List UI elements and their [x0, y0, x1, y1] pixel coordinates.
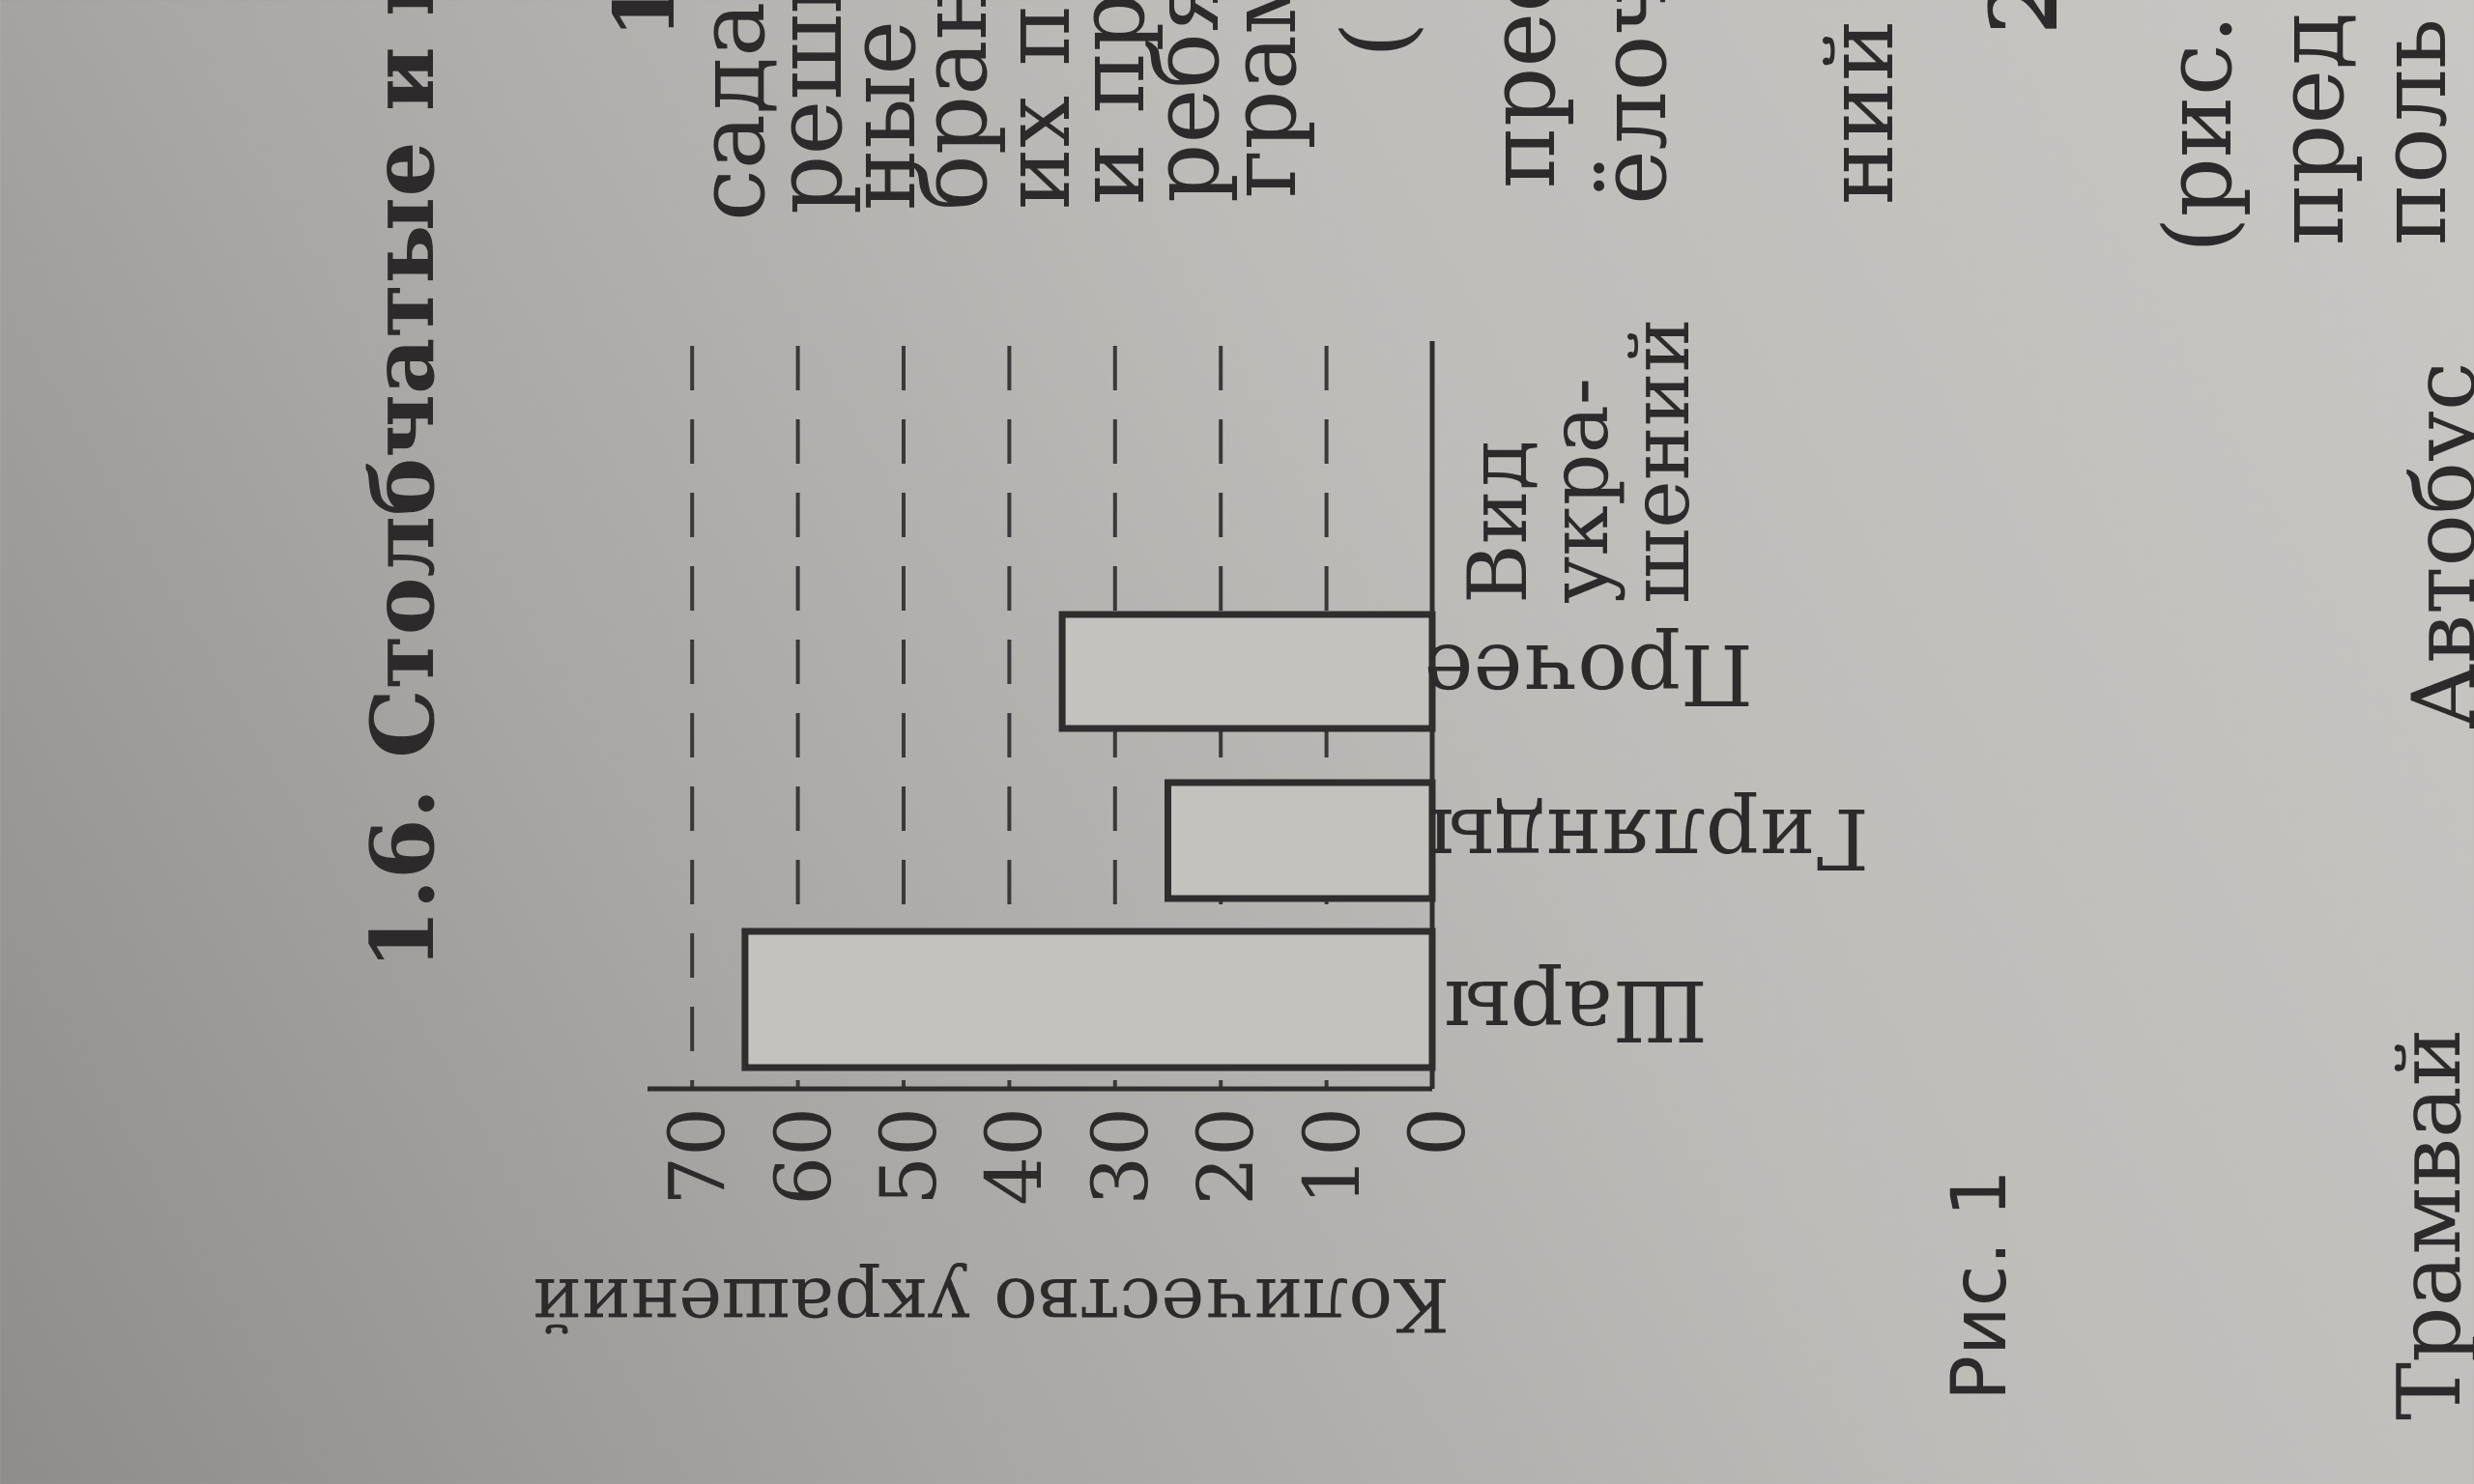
figure-caption: Рис. 1: [1937, 1169, 2024, 1401]
x-axis-title-line: шений: [1613, 318, 1708, 604]
y-tick-label: 30: [1075, 1107, 1165, 1206]
y-tick-label: 20: [1181, 1107, 1272, 1206]
body-line: пред: [2257, 12, 2365, 245]
bar-1: [1165, 779, 1436, 902]
body-line: (рис.: [2144, 14, 2253, 253]
body-line: 2: [1970, 0, 2079, 35]
y-tick-label: 40: [969, 1107, 1060, 1206]
bar-0: [741, 928, 1436, 1071]
y-tick-label: 70: [652, 1107, 743, 1206]
category-label-balls: Шары: [1444, 961, 1708, 1058]
body-line: ний: [1806, 19, 1914, 205]
y-tick-label: 50: [864, 1107, 954, 1206]
bar-2: [1058, 611, 1436, 732]
category-label-garlands: Гирлянды: [1427, 789, 1869, 886]
next-chart-label-tram: Трамвай: [2379, 1028, 2474, 1420]
body-line: поль: [2359, 17, 2467, 245]
next-chart-label-bus: Автобус: [2394, 361, 2474, 729]
body-line: (: [1323, 21, 1431, 58]
body-line: бран: [900, 0, 1008, 211]
body-line: грам: [1209, 0, 1317, 198]
x-axis-title-line: Вид: [1451, 440, 1545, 604]
x-axis-title: Вид укра- шений: [1451, 318, 1708, 604]
body-line: прео: [1468, 0, 1576, 188]
section-number: 1: [596, 0, 694, 39]
category-label-other: Прочее: [1424, 625, 1753, 722]
y-tick-label: 10: [1286, 1107, 1377, 1206]
y-tick-label: 0: [1393, 1107, 1482, 1156]
y-tick-label: 60: [758, 1107, 849, 1206]
section-title: 1.6. Столбчатые и кру: [352, 0, 454, 970]
y-axis-title: Количество украшений: [532, 1262, 1450, 1348]
x-axis-title-line: укра-: [1532, 377, 1626, 604]
body-line: ёлоч: [1579, 0, 1687, 205]
